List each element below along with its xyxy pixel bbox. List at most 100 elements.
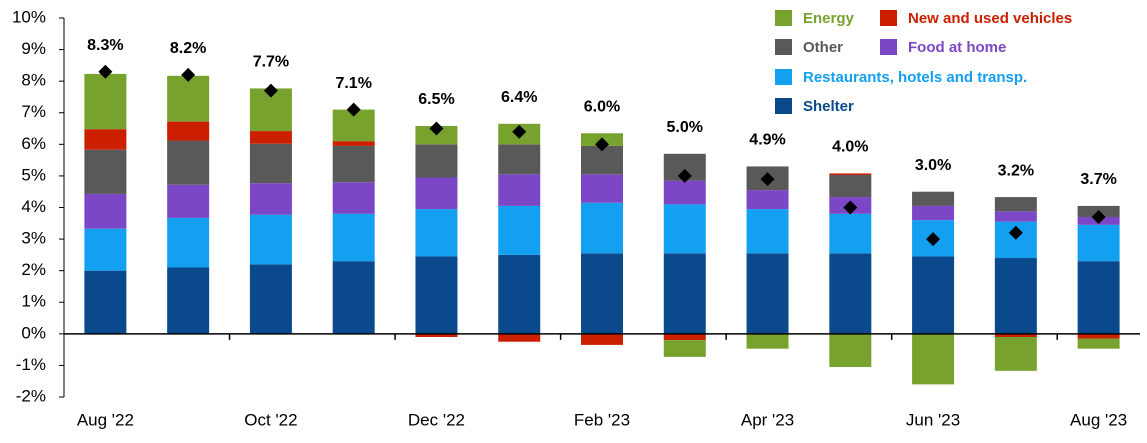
bar-segment xyxy=(746,209,789,254)
bar-segment xyxy=(415,177,458,210)
legend-label: Food at home xyxy=(908,39,1006,56)
bar-segment xyxy=(249,264,292,334)
bar-segment xyxy=(829,173,872,175)
data-label: 3.2% xyxy=(998,162,1034,179)
y-tick-label: -2% xyxy=(16,386,46,405)
legend-swatch xyxy=(775,69,792,85)
bar-segment xyxy=(829,174,872,198)
bar-segment xyxy=(498,254,541,334)
bar-segment xyxy=(498,205,541,255)
bar-segment xyxy=(1077,224,1120,262)
total-marker xyxy=(595,137,609,152)
bar-segment xyxy=(581,174,623,203)
bar-segment xyxy=(167,140,210,185)
bar-segment xyxy=(829,333,872,367)
bar-segment xyxy=(994,336,1037,371)
bar-segment xyxy=(581,253,623,334)
bar-segment xyxy=(415,209,458,257)
bar-segment xyxy=(167,267,210,334)
legend-swatch xyxy=(880,39,897,55)
x-tick-label: Feb '23 xyxy=(574,410,630,429)
total-marker xyxy=(263,83,278,98)
bar-segment xyxy=(994,258,1037,334)
y-tick-label: 8% xyxy=(21,71,46,90)
total-marker xyxy=(760,172,775,187)
data-label: 7.7% xyxy=(253,54,289,71)
bar-segment xyxy=(167,121,210,141)
legend-label: Energy xyxy=(803,10,855,27)
x-tick-label: Aug '23 xyxy=(1070,410,1127,429)
data-label: 7.1% xyxy=(335,75,371,92)
bar-segment xyxy=(498,333,541,342)
bar-segment xyxy=(663,204,706,254)
y-tick-label: 5% xyxy=(21,165,46,184)
bar-segment xyxy=(167,217,210,268)
bar-segment xyxy=(663,253,706,334)
bar-segment xyxy=(912,256,955,334)
bar-segment xyxy=(249,143,292,184)
data-label: 3.0% xyxy=(915,157,951,174)
bar-segment xyxy=(912,191,955,206)
bar-segment xyxy=(332,182,375,214)
bar-segment xyxy=(249,131,292,144)
bar-segment xyxy=(994,197,1037,212)
legend-swatch xyxy=(880,10,897,26)
data-label: 6.5% xyxy=(418,91,454,108)
bar-segment xyxy=(498,144,541,175)
bar-segment xyxy=(332,145,375,183)
total-marker xyxy=(98,64,113,79)
x-tick-label: Jun '23 xyxy=(906,410,960,429)
y-tick-label: 2% xyxy=(21,260,46,279)
y-tick-label: -1% xyxy=(16,355,46,374)
bar-segment xyxy=(746,190,789,210)
bar-segment xyxy=(84,149,127,194)
bar-segment xyxy=(84,129,127,150)
data-label: 4.9% xyxy=(749,132,785,149)
x-tick-label: Dec '22 xyxy=(408,410,465,429)
y-tick-label: 9% xyxy=(21,39,46,58)
total-marker xyxy=(1008,225,1023,240)
bar-segment xyxy=(829,253,872,334)
total-marker xyxy=(677,168,692,183)
data-label: 6.4% xyxy=(501,89,537,106)
total-marker xyxy=(512,124,527,139)
bar-segment xyxy=(249,214,292,265)
bar-segment xyxy=(994,333,1037,337)
total-marker xyxy=(843,200,858,215)
total-marker xyxy=(346,102,361,117)
bar-segment xyxy=(167,75,210,122)
bar-segment xyxy=(581,202,623,254)
legend-swatch xyxy=(775,98,792,114)
data-label: 5.0% xyxy=(667,119,703,136)
data-label: 4.0% xyxy=(832,139,868,156)
y-tick-label: 7% xyxy=(21,102,46,121)
bar-segment xyxy=(84,193,127,229)
legend-label: Restaurants, hotels and transp. xyxy=(803,69,1027,86)
bar-segment xyxy=(663,340,706,357)
bar-segment xyxy=(249,183,292,215)
bar-segment xyxy=(332,213,375,262)
y-tick-label: 1% xyxy=(21,292,46,311)
bar-segment xyxy=(84,228,127,271)
data-label: 8.3% xyxy=(87,37,123,54)
bar-segment xyxy=(663,180,706,205)
bar-segment xyxy=(1077,338,1120,349)
bar-segment xyxy=(415,333,458,337)
y-tick-label: 0% xyxy=(21,323,46,342)
bar-segment xyxy=(581,333,623,345)
total-marker xyxy=(181,67,196,82)
total-marker xyxy=(429,121,444,136)
bar-segment xyxy=(415,144,458,178)
bar-segment xyxy=(332,261,375,334)
legend-swatch xyxy=(775,39,792,55)
bar-segment xyxy=(84,270,127,334)
bar-segment xyxy=(1077,333,1120,339)
y-tick-label: 6% xyxy=(21,134,46,153)
bar-segment xyxy=(84,73,127,130)
data-label: 6.0% xyxy=(584,98,620,115)
x-tick-label: Oct '22 xyxy=(244,410,297,429)
total-marker xyxy=(926,232,941,247)
legend-swatch xyxy=(775,10,792,26)
bar-segment xyxy=(746,253,789,334)
